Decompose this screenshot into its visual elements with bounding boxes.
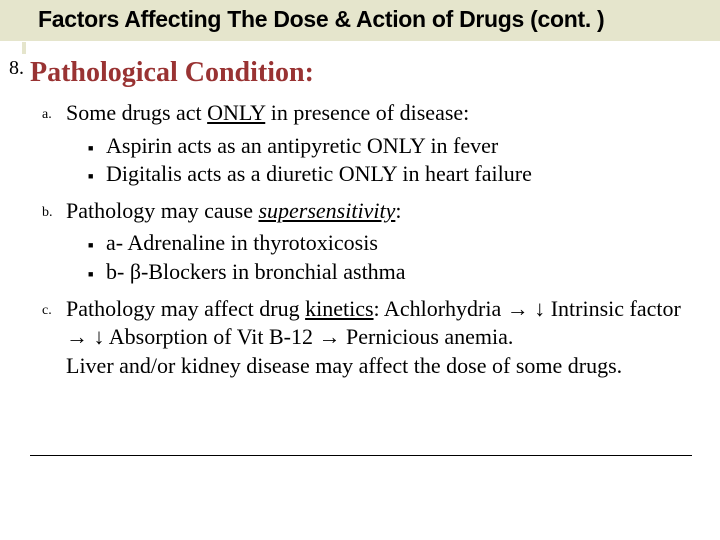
text-underlined: kinetics <box>305 296 373 321</box>
decor-bar <box>22 42 26 54</box>
main-content: 8. Pathological Condition: a. Some drugs… <box>0 41 720 382</box>
text-lead: Pathology may affect drug <box>66 296 305 321</box>
bullet-text: Aspirin acts as an antipyretic ONLY in f… <box>106 132 696 161</box>
content-column: Pathological Condition: a. Some drugs ac… <box>30 57 720 382</box>
sub-item-c: c. Pathology may affect drug kinetics: A… <box>30 295 696 381</box>
section-heading: Pathological Condition: <box>30 57 696 89</box>
bullet-list: ■ a- Adrenaline in thyrotoxicosis ■ b- β… <box>66 225 696 292</box>
text-tail: : <box>395 198 401 223</box>
header-band: Factors Affecting The Dose & Action of D… <box>0 0 720 41</box>
bullet-item: ■ Aspirin acts as an antipyretic ONLY in… <box>66 132 696 161</box>
sub-body: Pathology may affect drug kinetics: Achl… <box>66 295 696 381</box>
square-icon: ■ <box>66 132 106 161</box>
text-line2: Liver and/or kidney disease may affect t… <box>66 352 696 381</box>
sub-body: Pathology may cause supersensitivity: ■ … <box>66 197 696 293</box>
sub-letter: a. <box>30 99 66 195</box>
sub-list: a. Some drugs act ONLY in presence of di… <box>30 99 696 380</box>
bullet-text: a- Adrenaline in thyrotoxicosis <box>106 229 696 258</box>
sub-body: Some drugs act ONLY in presence of disea… <box>66 99 696 195</box>
bullet-text: b- β-Blockers in bronchial asthma <box>106 258 696 287</box>
divider-line <box>30 455 692 456</box>
sub-letter: c. <box>30 295 66 381</box>
square-icon: ■ <box>66 229 106 258</box>
text-underlined: ONLY <box>207 100 265 125</box>
square-icon: ■ <box>66 258 106 287</box>
text-tail: in presence of disease: <box>265 100 469 125</box>
bullet-list: ■ Aspirin acts as an antipyretic ONLY in… <box>66 128 696 195</box>
text-lead: Pathology may cause <box>66 198 258 223</box>
text-lead: Some drugs act <box>66 100 207 125</box>
bullet-text: Digitalis acts as a diuretic ONLY in hea… <box>106 160 696 189</box>
text-underlined: supersensitivity <box>258 198 395 223</box>
sub-item-b: b. Pathology may cause supersensitivity:… <box>30 197 696 293</box>
sub-item-a: a. Some drugs act ONLY in presence of di… <box>30 99 696 195</box>
bullet-item: ■ b- β-Blockers in bronchial asthma <box>66 258 696 287</box>
section-number: 8. <box>0 57 30 382</box>
sub-letter: b. <box>30 197 66 293</box>
page-title: Factors Affecting The Dose & Action of D… <box>38 6 710 33</box>
square-icon: ■ <box>66 160 106 189</box>
bullet-item: ■ a- Adrenaline in thyrotoxicosis <box>66 229 696 258</box>
bullet-item: ■ Digitalis acts as a diuretic ONLY in h… <box>66 160 696 189</box>
